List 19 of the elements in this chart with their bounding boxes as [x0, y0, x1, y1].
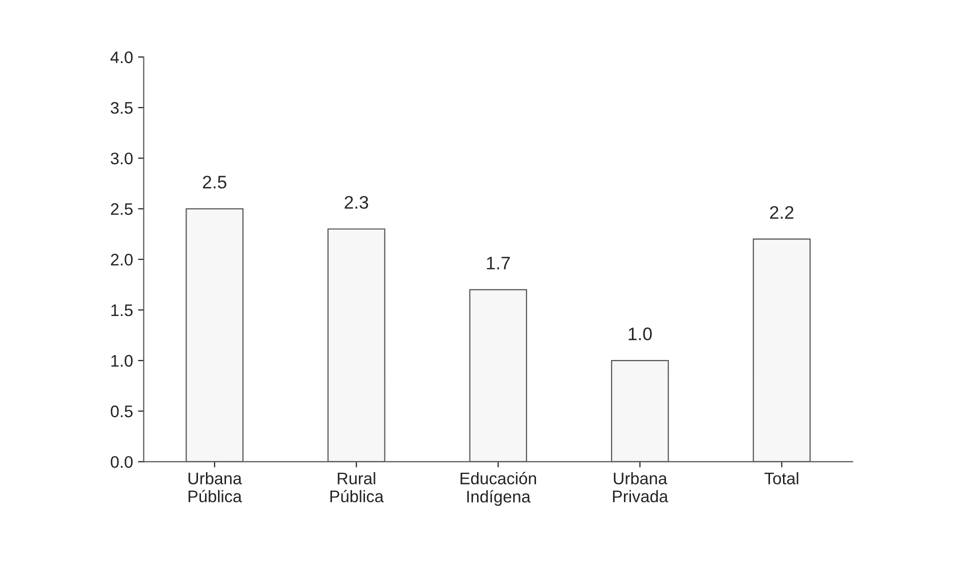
data-label: 1.7 [486, 256, 510, 270]
y-tick-label: 4.0 [110, 51, 133, 64]
x-tick-label: Total [764, 472, 798, 484]
x-tick-label: Rural Pública [330, 472, 384, 502]
y-tick-label: 3.0 [110, 152, 133, 164]
x-tick-label: Urbana Privada [613, 472, 668, 502]
x-tick-label: Educación Indígena [460, 472, 536, 506]
y-tick-label: 3.5 [110, 102, 133, 114]
data-label: 2.5 [202, 176, 226, 189]
y-tick-label: 1.5 [111, 304, 133, 316]
y-tick-label: 0.0 [110, 456, 133, 468]
data-label: 2.2 [770, 206, 794, 219]
x-tick-label: Urbana Pública [188, 472, 242, 502]
y-tick-label: 1.0 [111, 354, 133, 367]
data-label: 2.3 [344, 196, 368, 209]
y-tick-label: 0.5 [110, 406, 133, 418]
y-tick-label: 2.5 [110, 203, 133, 215]
y-tick-label: 2.0 [110, 254, 133, 266]
data-label: 1.0 [628, 328, 652, 340]
